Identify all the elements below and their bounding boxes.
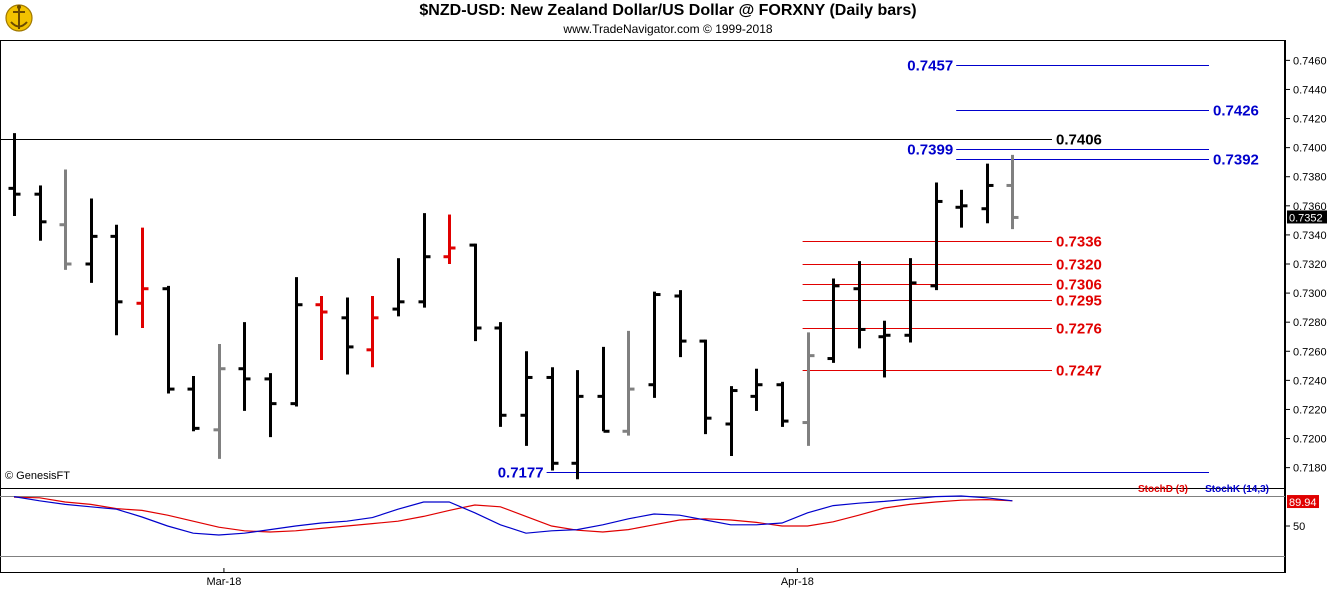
level-label: 0.7426	[1213, 103, 1259, 120]
ohlc-bar	[725, 386, 738, 456]
price-axis: 0.7180 0.7200 0.7220 0.7240 0.7260 0.7280 0.73…	[1285, 55, 1327, 533]
y-tick-label: 0.7320	[1293, 259, 1327, 271]
y-tick-label: 0.7260	[1293, 346, 1327, 358]
y-tick-label: 0.7360	[1293, 201, 1327, 213]
y-tick-label: 0.7340	[1293, 230, 1327, 242]
y-tick-label: 0.7220	[1293, 404, 1327, 416]
level-label: 0.7406	[1056, 132, 1102, 149]
ohlc-bar	[674, 290, 687, 358]
ohlc-bar	[622, 330, 635, 436]
y-tick-label: 0.7300	[1293, 288, 1327, 300]
ohlc-bars	[8, 133, 1019, 480]
level-label: 0.7276	[1056, 321, 1102, 338]
ohlc-bar	[930, 182, 943, 291]
level-label: 0.7392	[1213, 152, 1259, 169]
stoch-series-line	[13, 495, 1013, 536]
ohlc-bar	[776, 381, 789, 427]
level-label: 0.7247	[1056, 363, 1102, 380]
ohlc-bar	[110, 224, 123, 336]
ohlc-bar	[546, 367, 559, 471]
y-tick-label: 0.7180	[1293, 463, 1327, 475]
ohlc-bar	[85, 198, 98, 283]
y-tick-label: 0.7280	[1293, 317, 1327, 329]
y-tick-label: 0.7440	[1293, 84, 1327, 96]
ohlc-bar	[469, 243, 482, 342]
stoch-legend-k: StochK (14,3)	[1205, 484, 1269, 495]
level-lines: 0.7457 0.7426 0.7406 0.7399 0.7392 0.7336 0.73…	[0, 58, 1259, 482]
ohlc-bar	[392, 258, 405, 317]
last-price-box	[1287, 210, 1327, 224]
ohlc-bar	[648, 291, 661, 398]
ohlc-bar	[955, 189, 968, 228]
ohlc-bar	[213, 344, 226, 459]
ohlc-bar	[418, 213, 431, 308]
watermark: © GenesisFT	[5, 470, 70, 482]
x-tick-label: Apr-18	[781, 576, 814, 588]
ohlc-bar	[8, 133, 21, 216]
stoch-last-box	[1287, 495, 1319, 509]
chart-title: $NZD-USD: New Zealand Dollar/US Dollar @…	[419, 2, 917, 19]
ohlc-bar	[443, 214, 456, 264]
y-tick-label: 0.7200	[1293, 434, 1327, 446]
level-label: 0.7320	[1056, 257, 1102, 274]
ohlc-bar	[238, 322, 251, 411]
ohlc-bar	[290, 277, 303, 407]
y-tick-label: 0.7420	[1293, 114, 1327, 126]
y-tick-label: 0.7240	[1293, 375, 1327, 387]
level-label: 0.7295	[1056, 293, 1102, 310]
y-tick-label: 0.7460	[1293, 55, 1327, 67]
ohlc-bar	[981, 163, 994, 224]
ohlc-bar	[827, 278, 840, 363]
ohlc-bar	[264, 373, 277, 438]
ohlc-bar	[494, 322, 507, 427]
ohlc-bar	[162, 285, 175, 394]
ohlc-bar	[59, 169, 72, 270]
stochastic-panel: StochD (3) StochK (14,3)	[13, 484, 1269, 536]
last-price-label: 0.7352	[1289, 212, 1323, 224]
ohlc-bar	[878, 320, 891, 378]
ohlc-bar	[34, 185, 47, 241]
ohlc-bar	[187, 376, 200, 432]
level-label: 0.7336	[1056, 234, 1102, 251]
ohlc-bar	[341, 297, 354, 375]
y-tick-label: 0.7380	[1293, 172, 1327, 184]
ohlc-bar	[904, 258, 917, 343]
ohlc-bar	[136, 227, 149, 328]
ohlc-bar	[315, 296, 328, 360]
level-label: 0.7177	[498, 465, 544, 482]
level-label: 0.7399	[907, 142, 953, 159]
ohlc-bar	[1006, 154, 1019, 230]
y-tick-label: 0.7400	[1293, 143, 1327, 155]
x-tick-label: Mar-18	[206, 576, 241, 588]
ohlc-bar	[366, 296, 379, 368]
ohlc-bar	[802, 332, 815, 446]
ohlc-bar	[750, 368, 763, 411]
ohlc-bar	[571, 370, 584, 480]
ohlc-bar	[520, 351, 533, 446]
stoch-series-line	[13, 496, 1013, 533]
ohlc-bar	[853, 261, 866, 349]
level-label: 0.7457	[907, 58, 953, 75]
stoch-legend-d: StochD (3)	[1138, 484, 1188, 495]
stoch-tick-label: 50	[1293, 521, 1305, 533]
date-axis: Mar-18 Apr-18	[206, 568, 814, 588]
stoch-last-label: 89.94	[1289, 497, 1317, 509]
chart-frame	[0, 40, 1285, 573]
ohlc-bar	[699, 339, 712, 435]
ohlc-bar	[597, 346, 610, 433]
chart-subtitle: www.TradeNavigator.com © 1999-2018	[563, 22, 773, 36]
level-label: 0.7306	[1056, 277, 1102, 294]
trade-navigator-logo	[4, 3, 34, 35]
